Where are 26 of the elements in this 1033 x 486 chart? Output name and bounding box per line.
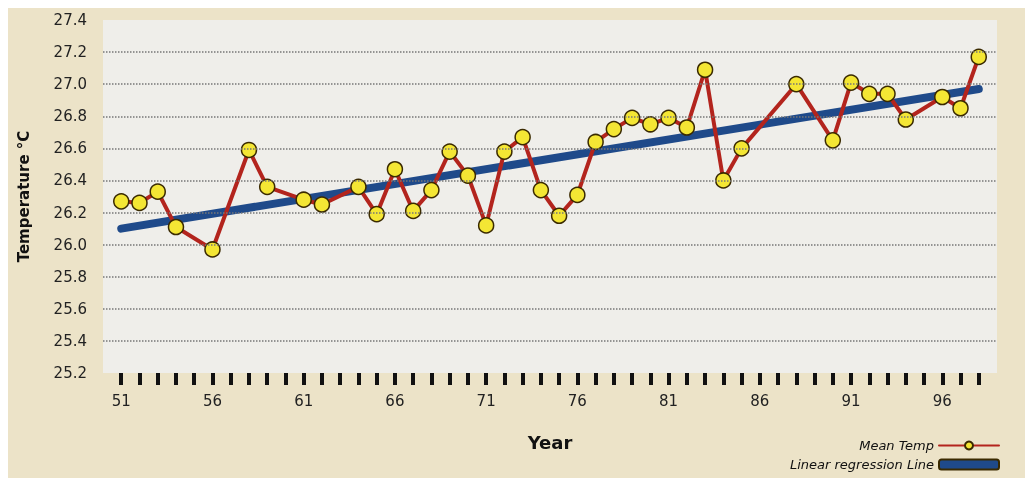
x-tick-label: 71	[476, 391, 496, 410]
y-tick-label: 26.4	[53, 171, 87, 190]
x-tick-label: 51	[111, 391, 131, 410]
y-tick-label: 25.2	[53, 364, 87, 382]
y-tick-label: 25.6	[53, 299, 87, 318]
y-tick-label: 26.0	[53, 235, 87, 254]
x-tick-label: 76	[567, 391, 587, 410]
y-tick-label: 25.4	[53, 331, 87, 350]
y-tick-label: 26.6	[53, 139, 87, 158]
x-tick-label: 66	[385, 391, 405, 410]
y-tick-label: 27.2	[53, 43, 87, 62]
x-tick-label: 61	[294, 391, 314, 410]
x-tick-label: 96	[932, 391, 952, 410]
y-tick-label: 25.8	[53, 267, 87, 286]
y-tick-label: 26.2	[53, 203, 87, 222]
y-axis-title: Temperature °C	[14, 130, 33, 263]
legend-label: Mean Temp	[859, 438, 934, 453]
y-tick-label: 26.8	[53, 107, 87, 126]
y-tick-label: 27.0	[53, 75, 87, 94]
x-tick-label: 81	[659, 391, 679, 410]
legend-label: Linear regression Line	[789, 457, 934, 472]
y-tick-label: 27.4	[53, 11, 87, 29]
x-tick-label: 86	[750, 391, 770, 410]
x-axis-title: Year	[526, 431, 573, 453]
x-tick-label: 91	[841, 391, 861, 410]
x-tick-label: 56	[202, 391, 223, 410]
